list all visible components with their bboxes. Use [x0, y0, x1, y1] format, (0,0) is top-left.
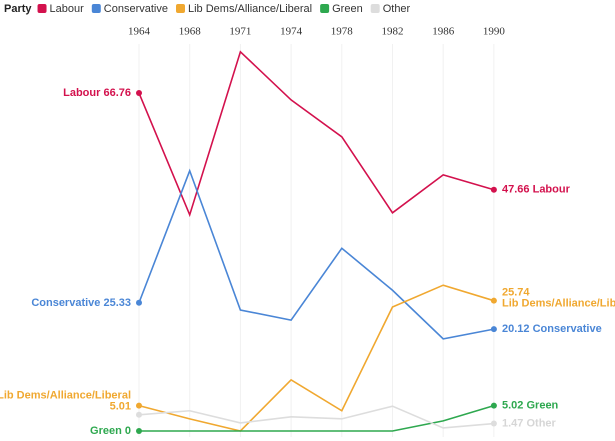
legend-swatch — [91, 4, 101, 13]
x-tick-label: 1968 — [179, 26, 202, 38]
legend-swatch — [37, 4, 47, 13]
series-line — [138, 168, 495, 340]
legend-label: Conservative — [104, 3, 168, 15]
label-name: Green — [90, 425, 122, 437]
x-tick-label: 1990 — [483, 26, 506, 38]
legend-label: Lib Dems/Alliance/Liberal — [188, 3, 312, 15]
end-point — [136, 428, 142, 434]
x-tick-label: 1974 — [280, 26, 303, 38]
label-name: Green — [526, 399, 558, 411]
end-point — [490, 402, 497, 409]
end-point — [136, 299, 142, 306]
legend-swatch — [370, 4, 380, 13]
legend-label: Green — [332, 3, 363, 15]
label-name: Lib Dems/Alliance/Liberal — [502, 298, 615, 310]
end-point — [490, 297, 497, 304]
series-line — [138, 405, 494, 429]
legend-title: Party — [4, 3, 32, 15]
value-label: 5.02 — [502, 399, 523, 411]
value-label: 20.12 — [502, 323, 530, 335]
label-name: Labour — [533, 184, 571, 196]
x-tick-label: 1971 — [229, 26, 251, 38]
label: 47.66 Labour — [502, 184, 571, 196]
value-label: 25.74 — [502, 287, 530, 299]
value-label: 25.33 — [103, 297, 131, 309]
legend-label: Labour — [50, 3, 85, 15]
label: Conservative 25.33 — [31, 297, 131, 309]
label-name: Labour — [63, 87, 101, 99]
x-tick-label: 1964 — [128, 26, 151, 38]
label-name: Conservative — [31, 297, 100, 309]
legend-swatch — [176, 4, 185, 13]
x-tick-label: 1982 — [382, 26, 404, 38]
label-name: Conservative — [533, 323, 602, 335]
end-point — [490, 326, 497, 333]
x-tick-label: 1978 — [331, 26, 354, 38]
end-point — [136, 402, 142, 409]
label: 1.47 Other — [502, 417, 557, 429]
label: 5.02 Green — [502, 399, 559, 411]
label-name: Other — [526, 417, 556, 429]
value-label: 66.76 — [103, 87, 131, 99]
series-line — [139, 404, 495, 432]
label: 20.12 Conservative — [502, 323, 602, 335]
legend-swatch — [320, 4, 330, 13]
value-label: 1.47 — [502, 417, 523, 429]
value-label: 5.01 — [110, 401, 131, 413]
end-point — [136, 411, 142, 418]
end-point — [490, 186, 497, 193]
end-point — [490, 420, 497, 427]
end-point — [136, 90, 142, 97]
label-name: Lib Dems/Alliance/Liberal — [0, 390, 131, 402]
x-tick-label: 1986 — [432, 26, 455, 38]
value-label: 47.66 — [502, 184, 530, 196]
legend-label: Other — [383, 3, 411, 15]
value-label: 0 — [125, 425, 131, 437]
label: Labour 66.76 — [63, 87, 131, 99]
series-line — [138, 50, 495, 218]
label: Green 0 — [90, 425, 131, 437]
series-line — [138, 284, 495, 432]
